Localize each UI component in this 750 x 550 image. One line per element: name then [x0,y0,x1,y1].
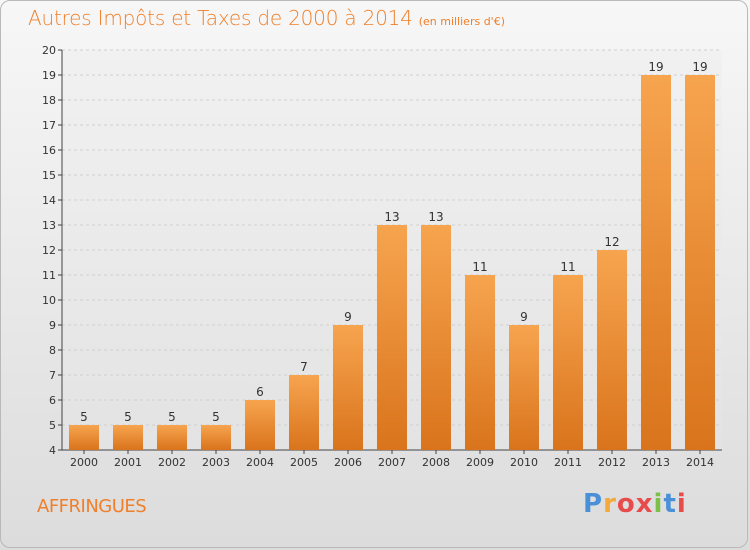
bar-value-label: 11 [472,260,487,274]
bar [685,75,715,450]
bar-value-label: 9 [520,310,528,324]
x-tick-label: 2010 [510,456,538,469]
logo-letter: i [653,489,664,519]
bar [201,425,231,450]
chart-subtitle: (en milliers d'€) [418,15,505,28]
x-tick-label: 2001 [114,456,142,469]
x-tick-label: 2012 [598,456,626,469]
y-tick-label: 19 [42,69,56,82]
y-tick-label: 18 [42,94,56,107]
x-tick-label: 2005 [290,456,318,469]
bar-value-label: 5 [168,410,176,424]
y-tick-label: 16 [42,144,56,157]
bar-value-label: 13 [384,210,399,224]
y-tick-label: 13 [42,219,56,232]
x-tick-label: 2014 [686,456,714,469]
bar-value-label: 11 [560,260,575,274]
x-tick-label: 2002 [158,456,186,469]
x-tick-label: 2006 [334,456,362,469]
chart-title-block: Autres Impôts et Taxes de 2000 à 2014 (en… [28,6,505,30]
chart-title: Autres Impôts et Taxes de 2000 à 2014 [28,6,413,30]
proxiti-logo: Proxiti [583,489,687,519]
x-tick-label: 2000 [70,456,98,469]
y-tick-label: 12 [42,244,56,257]
y-tick-label: 11 [42,269,56,282]
x-tick-label: 2007 [378,456,406,469]
y-tick-label: 17 [42,119,56,132]
bar [245,400,275,450]
y-tick-label: 20 [42,44,56,57]
bar-value-label: 13 [428,210,443,224]
logo-letter: t [663,489,677,519]
bar [509,325,539,450]
bar [289,375,319,450]
y-tick-label: 10 [42,294,56,307]
y-tick-label: 7 [49,369,56,382]
y-tick-label: 9 [49,319,56,332]
bar-value-label: 5 [212,410,220,424]
bar [157,425,187,450]
y-tick-label: 5 [49,419,56,432]
bar-value-label: 5 [124,410,132,424]
bar [553,275,583,450]
bar-value-label: 5 [80,410,88,424]
logo-letter: x [635,489,654,519]
bar [597,250,627,450]
bar-value-label: 19 [648,60,663,74]
bar [69,425,99,450]
commune-name: AFFRINGUES [37,496,147,517]
y-tick-label: 8 [49,344,56,357]
bar-value-label: 9 [344,310,352,324]
y-tick-label: 4 [49,444,56,457]
bar [377,225,407,450]
bar-value-label: 6 [256,385,264,399]
bar-value-label: 7 [300,360,308,374]
bar [333,325,363,450]
x-tick-label: 2003 [202,456,230,469]
logo-letter: i [676,489,687,519]
x-tick-label: 2013 [642,456,670,469]
bar-value-label: 12 [604,235,619,249]
x-tick-label: 2004 [246,456,274,469]
x-tick-label: 2008 [422,456,450,469]
logo-letter: P [583,489,604,519]
logo-letter: o [616,489,636,519]
bar [421,225,451,450]
y-tick-label: 15 [42,169,56,182]
bar [641,75,671,450]
logo-letter: r [603,489,617,519]
x-tick-label: 2011 [554,456,582,469]
y-tick-label: 6 [49,394,56,407]
y-tick-label: 14 [42,194,56,207]
bar-value-label: 19 [692,60,707,74]
bar [113,425,143,450]
bar [465,275,495,450]
x-tick-label: 2009 [466,456,494,469]
